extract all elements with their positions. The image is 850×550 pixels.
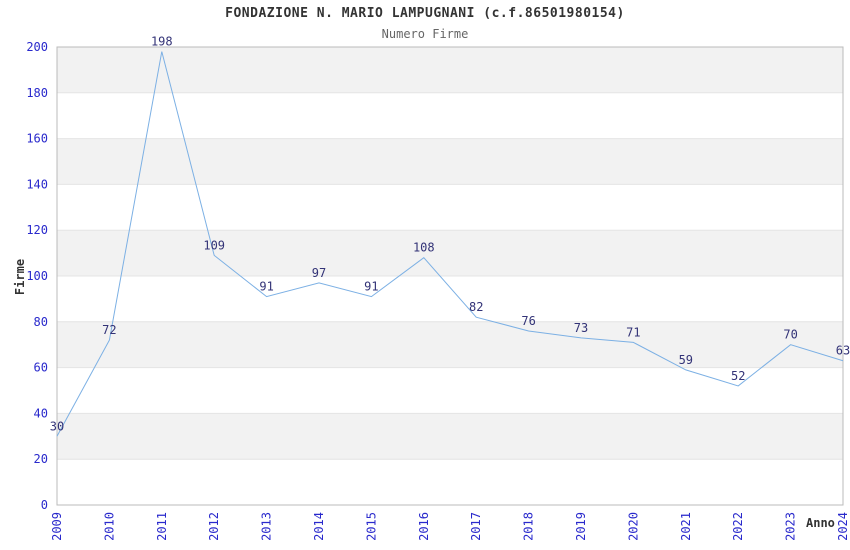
plot-band xyxy=(57,47,843,93)
data-point-label: 91 xyxy=(259,280,273,294)
x-tick-label: 2013 xyxy=(260,512,274,541)
data-point-label: 108 xyxy=(413,241,435,255)
y-tick-label: 80 xyxy=(34,315,48,329)
x-tick-label: 2009 xyxy=(50,512,64,541)
data-point-label: 97 xyxy=(312,266,326,280)
x-tick-label: 2023 xyxy=(784,512,798,541)
data-point-label: 63 xyxy=(836,344,850,358)
plot-band xyxy=(57,230,843,276)
x-tick-label: 2019 xyxy=(574,512,588,541)
x-tick-label: 2020 xyxy=(626,512,640,541)
y-tick-label: 180 xyxy=(26,86,48,100)
x-tick-label: 2015 xyxy=(364,512,378,541)
y-tick-label: 100 xyxy=(26,269,48,283)
data-line xyxy=(56,51,844,437)
x-tick-label: 2024 xyxy=(836,512,850,541)
y-tick-label: 0 xyxy=(41,498,48,512)
x-tick-label: 2018 xyxy=(522,512,536,541)
y-tick-label: 20 xyxy=(34,452,48,466)
data-point-label: 52 xyxy=(731,369,745,383)
data-point-label: 73 xyxy=(574,321,588,335)
data-point-label: 30 xyxy=(50,419,64,433)
data-point-label: 59 xyxy=(679,353,693,367)
x-tick-label: 2014 xyxy=(312,512,326,541)
chart-subtitle: Numero Firme xyxy=(381,27,469,41)
x-axis-title: Anno xyxy=(806,516,835,530)
data-point-label: 71 xyxy=(626,325,640,339)
x-tick-label: 2021 xyxy=(679,512,693,541)
data-point-label: 70 xyxy=(783,328,797,342)
plot-band xyxy=(57,413,843,460)
y-tick-label: 40 xyxy=(34,406,48,420)
y-tick-label: 200 xyxy=(26,40,48,54)
x-tick-label: 2017 xyxy=(469,512,483,541)
y-tick-label: 160 xyxy=(26,132,48,146)
data-point-label: 72 xyxy=(102,323,116,337)
data-point-label: 91 xyxy=(364,280,378,294)
x-tick-label: 2010 xyxy=(102,512,116,541)
data-point-label: 198 xyxy=(151,35,173,49)
data-point-label: 82 xyxy=(469,300,483,314)
chart-title: FONDAZIONE N. MARIO LAMPUGNANI (c.f.8650… xyxy=(225,6,625,21)
y-tick-label: 120 xyxy=(26,223,48,237)
x-tick-label: 2011 xyxy=(155,512,169,541)
y-tick-label: 140 xyxy=(26,177,48,191)
y-tick-label: 60 xyxy=(34,361,48,375)
plot-band xyxy=(57,138,843,185)
x-tick-label: 2012 xyxy=(207,512,221,541)
x-tick-label: 2022 xyxy=(731,512,745,541)
plot-band xyxy=(57,321,843,368)
plot-border xyxy=(56,46,844,506)
data-point-label: 76 xyxy=(521,314,535,328)
data-point-label: 109 xyxy=(203,238,225,252)
x-tick-label: 2016 xyxy=(417,512,431,541)
